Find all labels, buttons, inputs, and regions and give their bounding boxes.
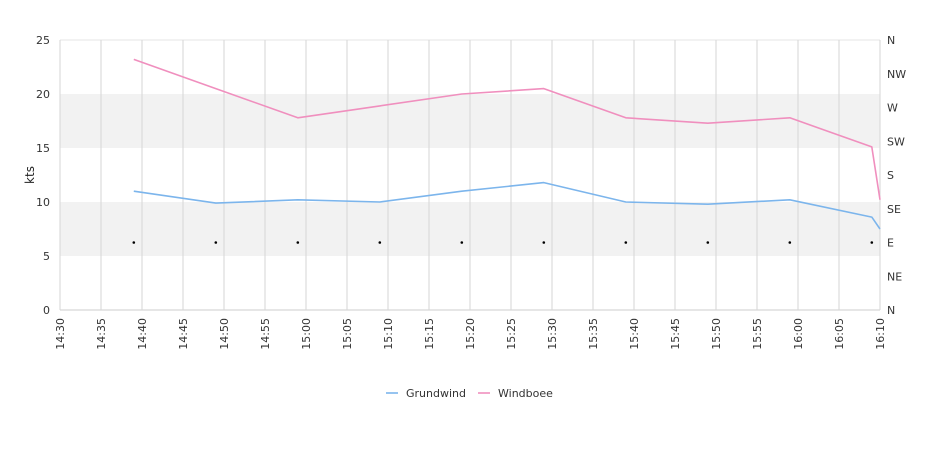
x-tick-label: 15:40	[628, 318, 641, 350]
x-tick-label: 14:45	[177, 318, 190, 350]
legend: Grundwind Windboee	[386, 387, 553, 400]
direction-tick-label: E	[887, 237, 894, 250]
x-tick-label: 16:00	[792, 318, 805, 350]
direction-markers	[132, 241, 874, 244]
direction-marker	[788, 241, 792, 244]
x-tick-label: 15:50	[710, 318, 723, 350]
legend-label: Grundwind	[406, 387, 466, 400]
direction-tick-label: S	[887, 169, 894, 182]
direction-tick-label: NE	[887, 270, 902, 283]
x-tick-label: 15:55	[751, 318, 764, 350]
direction-marker	[706, 241, 710, 244]
direction-marker	[132, 241, 136, 244]
y-tick-label: 25	[36, 34, 50, 47]
direction-tick-label: NW	[887, 68, 906, 81]
direction-tick-label: SE	[887, 203, 901, 216]
y-tick-label: 15	[36, 142, 50, 155]
direction-marker	[542, 241, 546, 244]
x-axis-tick-labels: 14:30 14:35 14:40 14:45 14:50 14:55 15:00 15:05…	[54, 318, 887, 350]
direction-tick-label: N	[887, 304, 895, 317]
direction-marker	[296, 241, 300, 244]
y-tick-label: 5	[43, 250, 50, 263]
legend-label: Windboee	[498, 387, 553, 400]
y-axis-tick-labels: 0 5 10 15 20 25	[36, 34, 50, 317]
direction-axis-tick-labels: N NE E SE S SW W NW N	[887, 34, 906, 317]
direction-tick-label: SW	[887, 135, 905, 148]
series-lines	[133, 58, 881, 230]
x-tick-label: 15:15	[423, 318, 436, 350]
x-tick-label: 14:40	[136, 318, 149, 350]
x-tick-label: 15:25	[505, 318, 518, 350]
series-line	[133, 181, 881, 230]
x-tick-label: 15:10	[382, 318, 395, 350]
x-tick-label: 14:55	[259, 318, 272, 350]
x-tick-label: 15:00	[300, 318, 313, 350]
x-tick-label: 14:35	[95, 318, 108, 350]
x-tick-label: 16:10	[874, 318, 887, 350]
x-tick-label: 16:05	[833, 318, 846, 350]
direction-marker	[460, 241, 464, 244]
direction-marker	[378, 241, 382, 244]
x-tick-label: 15:45	[669, 318, 682, 350]
y-axis-title: kts	[23, 166, 37, 184]
x-tick-label: 15:30	[546, 318, 559, 350]
y-tick-label: 20	[36, 88, 50, 101]
direction-marker	[214, 241, 218, 244]
x-tick-label: 14:30	[54, 318, 67, 350]
y-tick-label: 10	[36, 196, 50, 209]
direction-tick-label: W	[887, 102, 898, 115]
series-line	[133, 58, 881, 200]
direction-marker	[870, 241, 874, 244]
x-tick-label: 15:35	[587, 318, 600, 350]
vertical-gridlines	[59, 40, 881, 310]
direction-tick-label: N	[887, 34, 895, 47]
x-tick-label: 15:05	[341, 318, 354, 350]
direction-marker	[624, 241, 628, 244]
y-tick-label: 0	[43, 304, 50, 317]
x-tick-label: 14:50	[218, 318, 231, 350]
x-tick-label: 15:20	[464, 318, 477, 350]
